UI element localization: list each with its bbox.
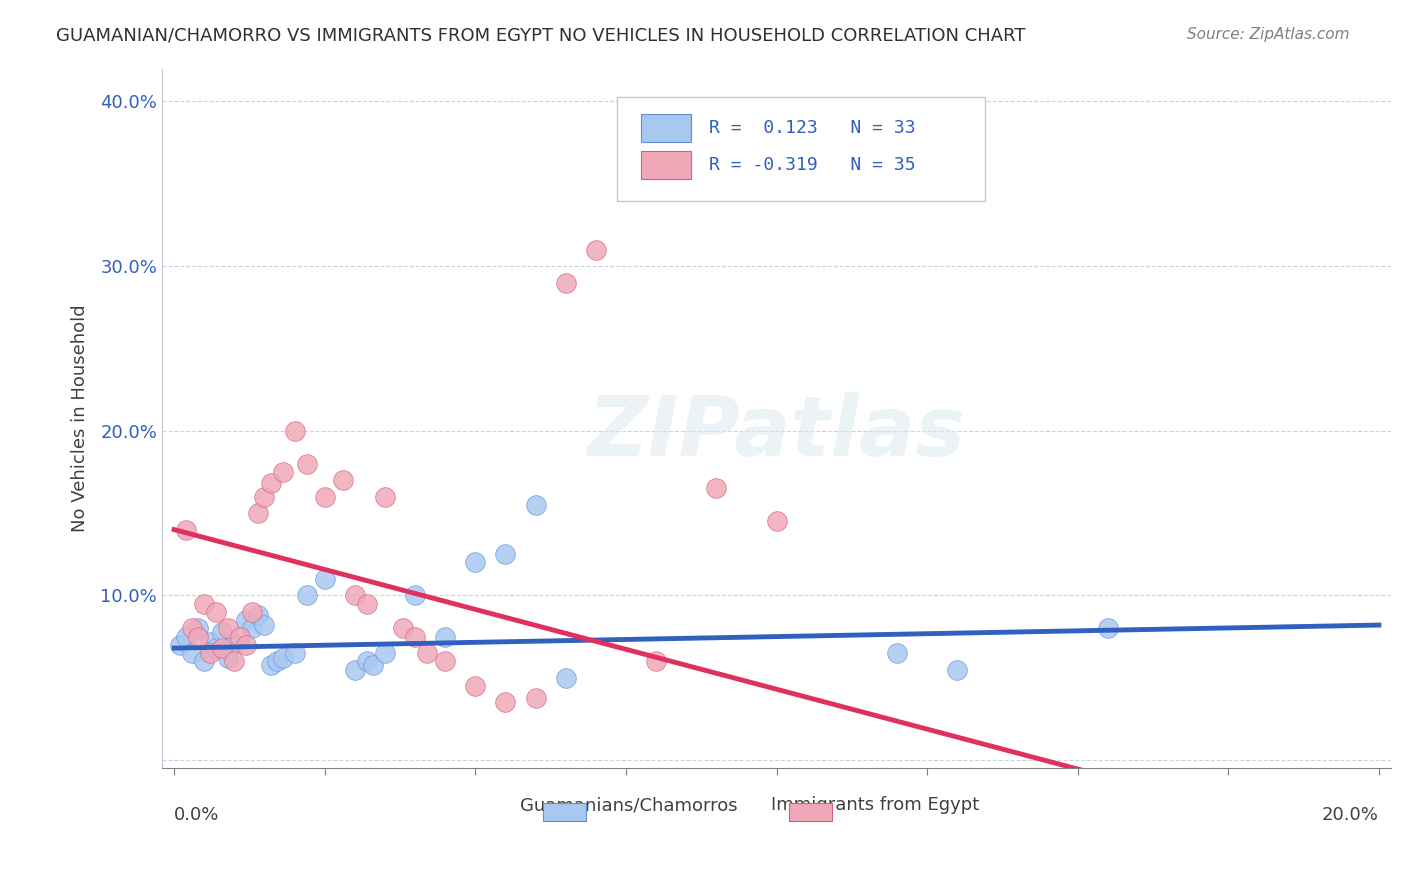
Point xyxy=(181,646,204,660)
Point xyxy=(356,654,378,668)
Bar xyxy=(789,804,832,821)
Point xyxy=(343,589,366,603)
Point xyxy=(524,498,547,512)
Point xyxy=(247,506,270,520)
Point xyxy=(356,597,378,611)
Point xyxy=(295,457,318,471)
Text: R =  0.123   N = 33: R = 0.123 N = 33 xyxy=(709,119,915,137)
Point xyxy=(224,654,246,668)
Point xyxy=(495,695,517,709)
Point xyxy=(174,523,197,537)
Point xyxy=(187,621,209,635)
Point xyxy=(200,634,222,648)
Bar xyxy=(641,151,690,179)
Point xyxy=(284,646,307,660)
Point xyxy=(332,473,354,487)
Point xyxy=(374,490,396,504)
Point xyxy=(434,654,457,668)
Point xyxy=(229,630,252,644)
Point xyxy=(169,638,191,652)
Point xyxy=(266,654,288,668)
Point xyxy=(704,482,727,496)
Text: 20.0%: 20.0% xyxy=(1322,806,1379,824)
Point xyxy=(235,638,257,652)
Point xyxy=(242,621,264,635)
Point xyxy=(253,490,276,504)
Text: ZIPatlas: ZIPatlas xyxy=(588,392,966,473)
Point xyxy=(224,636,246,650)
Point xyxy=(217,651,239,665)
Point xyxy=(554,276,576,290)
Point xyxy=(211,641,233,656)
Point xyxy=(946,663,969,677)
Point xyxy=(271,465,294,479)
Point xyxy=(434,630,457,644)
Point xyxy=(174,630,197,644)
Point xyxy=(314,572,336,586)
Point xyxy=(495,547,517,561)
Point xyxy=(271,651,294,665)
Point xyxy=(217,621,239,635)
Text: GUAMANIAN/CHAMORRO VS IMMIGRANTS FROM EGYPT NO VEHICLES IN HOUSEHOLD CORRELATION: GUAMANIAN/CHAMORRO VS IMMIGRANTS FROM EG… xyxy=(56,27,1026,45)
Point xyxy=(464,679,486,693)
Point xyxy=(374,646,396,660)
Text: Guamanians/Chamorros: Guamanians/Chamorros xyxy=(520,797,738,814)
Point xyxy=(187,630,209,644)
Point xyxy=(193,597,215,611)
Point xyxy=(205,605,228,619)
Point xyxy=(585,243,607,257)
Bar xyxy=(543,804,586,821)
Point xyxy=(361,657,384,672)
Point xyxy=(284,424,307,438)
Point xyxy=(886,646,908,660)
Point xyxy=(524,690,547,705)
Point xyxy=(211,624,233,639)
Point xyxy=(259,657,281,672)
Point xyxy=(392,621,415,635)
Text: 0.0%: 0.0% xyxy=(174,806,219,824)
Point xyxy=(1097,621,1119,635)
Y-axis label: No Vehicles in Household: No Vehicles in Household xyxy=(72,304,89,533)
Point xyxy=(247,608,270,623)
Point xyxy=(765,514,787,528)
Bar xyxy=(641,114,690,142)
Point xyxy=(554,671,576,685)
Point xyxy=(464,556,486,570)
Point xyxy=(205,641,228,656)
Point xyxy=(200,646,222,660)
Point xyxy=(295,589,318,603)
Point xyxy=(181,621,204,635)
Point xyxy=(343,663,366,677)
Point xyxy=(259,476,281,491)
Point xyxy=(314,490,336,504)
Point xyxy=(645,654,668,668)
Point xyxy=(253,618,276,632)
FancyBboxPatch shape xyxy=(617,96,986,202)
Point xyxy=(416,646,439,660)
Text: R = -0.319   N = 35: R = -0.319 N = 35 xyxy=(709,156,915,174)
Point xyxy=(235,613,257,627)
Text: Source: ZipAtlas.com: Source: ZipAtlas.com xyxy=(1187,27,1350,42)
Point xyxy=(242,605,264,619)
Point xyxy=(404,589,426,603)
Text: Immigrants from Egypt: Immigrants from Egypt xyxy=(770,797,979,814)
Point xyxy=(193,654,215,668)
Point xyxy=(404,630,426,644)
